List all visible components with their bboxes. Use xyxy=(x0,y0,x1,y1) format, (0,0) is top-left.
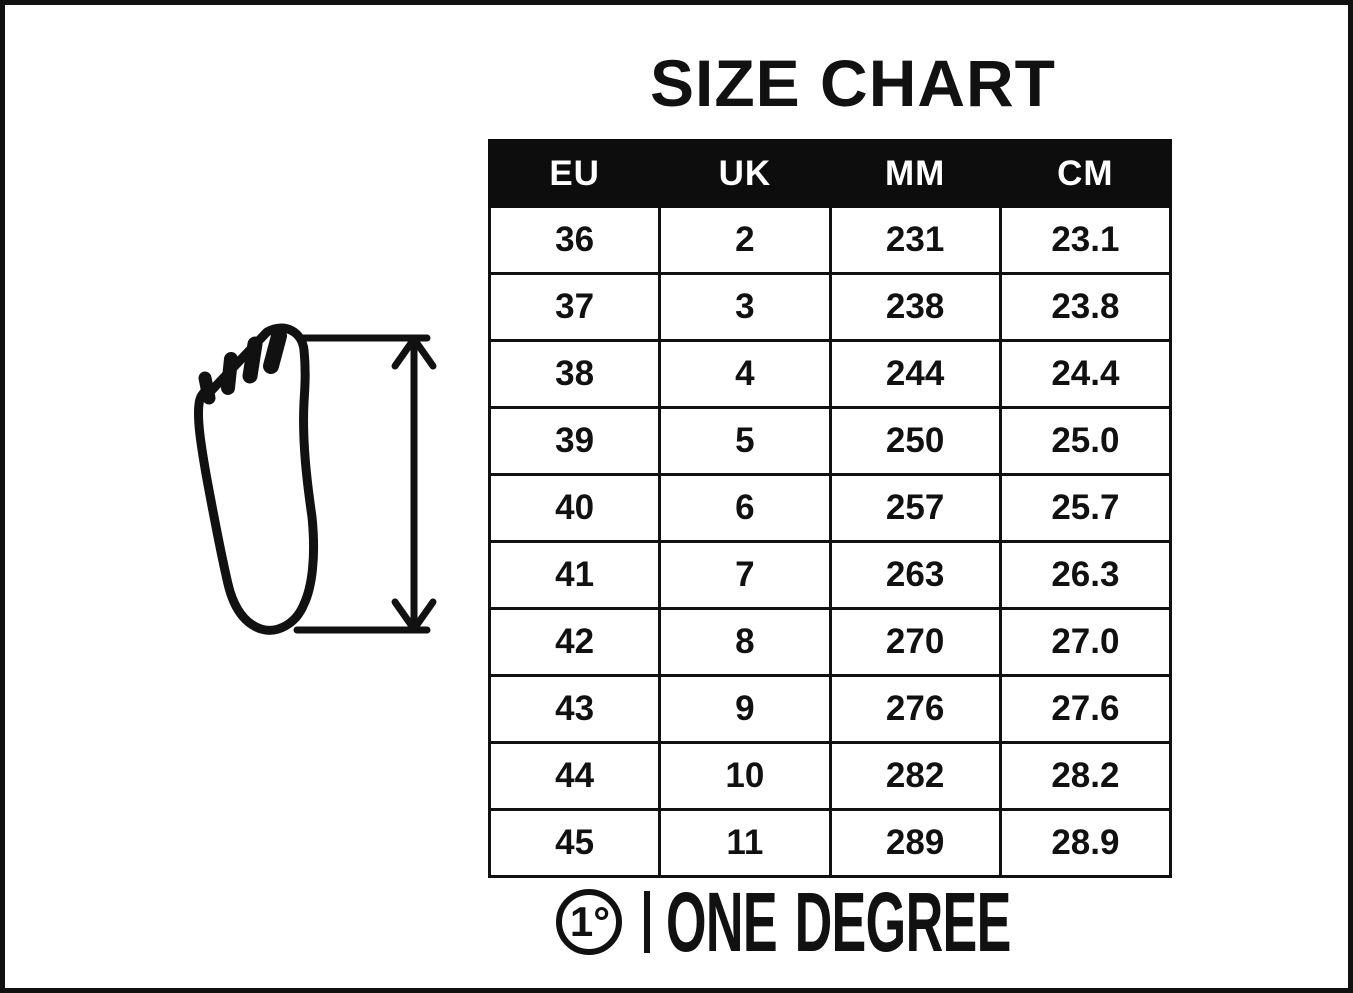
size-cell: 3 xyxy=(658,272,832,342)
header-row: EU UK MM CM xyxy=(487,139,1173,208)
size-cell: 231 xyxy=(828,205,1002,275)
size-cell: 276 xyxy=(828,674,1002,744)
size-cell: 44 xyxy=(487,741,662,811)
size-cell: 5 xyxy=(658,406,832,476)
size-chart-table: EU UK MM CM 36 2 231 23.1 37 3 238 23.8 38 4 244 24… xyxy=(487,139,1173,878)
size-cell: 8 xyxy=(658,607,832,677)
column-header-cm: CM xyxy=(998,139,1173,208)
size-row: 43 9 276 27.6 xyxy=(487,674,1173,744)
size-chart-header: EU UK MM CM xyxy=(487,139,1173,208)
size-cell: 36 xyxy=(487,205,662,275)
size-cell: 38 xyxy=(487,339,662,409)
foot-length-measure-arrow-icon xyxy=(283,334,437,634)
size-cell: 6 xyxy=(658,473,832,543)
size-cell: 257 xyxy=(828,473,1002,543)
size-row: 36 2 231 23.1 xyxy=(487,205,1173,275)
size-cell: 27.6 xyxy=(998,674,1173,744)
size-cell: 23.1 xyxy=(998,205,1173,275)
size-cell: 23.8 xyxy=(998,272,1173,342)
size-row: 45 11 289 28.9 xyxy=(487,808,1173,878)
size-cell: 263 xyxy=(828,540,1002,610)
size-cell: 40 xyxy=(487,473,662,543)
size-cell: 2 xyxy=(658,205,832,275)
size-cell: 289 xyxy=(828,808,1002,878)
size-cell: 11 xyxy=(658,808,832,878)
logo-symbol: 1° xyxy=(569,898,611,945)
size-cell: 24.4 xyxy=(998,339,1173,409)
size-cell: 27.0 xyxy=(998,607,1173,677)
column-header-mm: MM xyxy=(828,139,1002,208)
size-cell: 7 xyxy=(658,540,832,610)
size-cell: 42 xyxy=(487,607,662,677)
size-cell: 282 xyxy=(828,741,1002,811)
size-cell: 28.2 xyxy=(998,741,1173,811)
size-row: 44 10 282 28.2 xyxy=(487,741,1173,811)
size-row: 38 4 244 24.4 xyxy=(487,339,1173,409)
one-degree-logo-icon: 1° xyxy=(556,889,622,955)
size-cell: 25.0 xyxy=(998,406,1173,476)
size-cell: 37 xyxy=(487,272,662,342)
column-header-uk: UK xyxy=(658,139,832,208)
size-cell: 250 xyxy=(828,406,1002,476)
size-row: 40 6 257 25.7 xyxy=(487,473,1173,543)
size-cell: 26.3 xyxy=(998,540,1173,610)
column-header-eu: EU xyxy=(487,139,662,208)
size-cell: 270 xyxy=(828,607,1002,677)
size-chart-body: 36 2 231 23.1 37 3 238 23.8 38 4 244 24.4 39 5 250 25.0… xyxy=(487,205,1173,878)
size-cell: 10 xyxy=(658,741,832,811)
size-cell: 9 xyxy=(658,674,832,744)
size-cell: 244 xyxy=(828,339,1002,409)
foot-measurement-diagram xyxy=(194,323,437,635)
size-row: 41 7 263 26.3 xyxy=(487,540,1173,610)
size-cell: 43 xyxy=(487,674,662,744)
size-cell: 39 xyxy=(487,406,662,476)
size-row: 37 3 238 23.8 xyxy=(487,272,1173,342)
logo-separator xyxy=(644,891,650,953)
size-cell: 41 xyxy=(487,540,662,610)
size-row: 42 8 270 27.0 xyxy=(487,607,1173,677)
page-title: SIZE CHART xyxy=(650,46,1056,120)
size-cell: 28.9 xyxy=(998,808,1173,878)
brand-lockup: 1° ONE DEGREE xyxy=(556,880,1222,964)
size-cell: 25.7 xyxy=(998,473,1173,543)
size-cell: 45 xyxy=(487,808,662,878)
size-cell: 238 xyxy=(828,272,1002,342)
size-cell: 4 xyxy=(658,339,832,409)
size-row: 39 5 250 25.0 xyxy=(487,406,1173,476)
foot-outline-icon xyxy=(194,323,319,635)
brand-name: ONE DEGREE xyxy=(666,875,1011,969)
